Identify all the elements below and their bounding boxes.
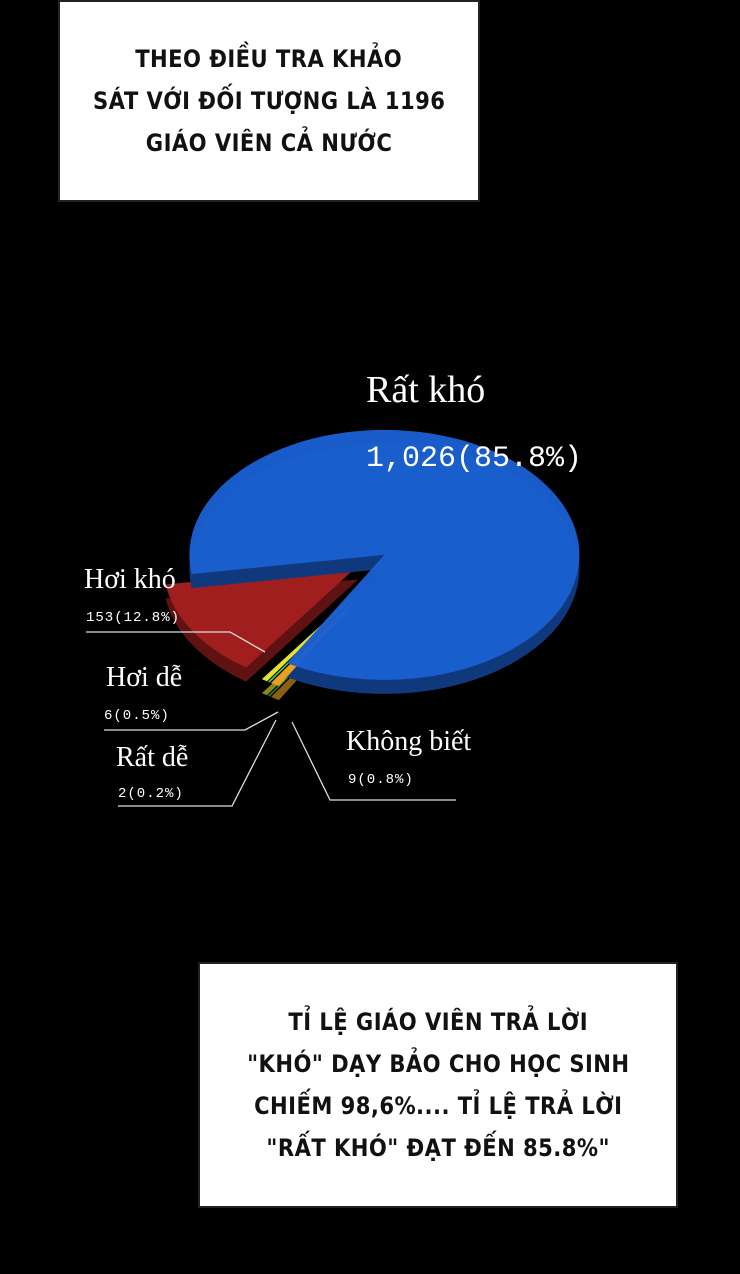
- caption-line: "RẤT KHÓ" ĐẠT ĐẾN 85.8%": [266, 1134, 610, 1162]
- label-rat-kho: Rất khó: [366, 369, 486, 411]
- value-khong-biet: 9(0.8%): [348, 772, 414, 788]
- caption-line: TỈ LỆ GIÁO VIÊN TRẢ LỜI: [288, 1008, 588, 1036]
- label-rat-de: Rất dễ: [116, 742, 189, 773]
- caption-line: SÁT VỚI ĐỐI TƯỢNG LÀ 1196: [92, 87, 446, 115]
- value-rat-de: 2(0.2%): [118, 786, 184, 802]
- label-hoi-kho: Hơi khó: [84, 564, 176, 595]
- pie-slice-1: [189, 429, 580, 694]
- pie-slice-top: [189, 429, 580, 680]
- caption-line: CHIẾM 98,6%.... TỈ LỆ TRẢ LỜI: [253, 1092, 623, 1120]
- bottom-caption-box: TỈ LỆ GIÁO VIÊN TRẢ LỜI "KHÓ" DẠY BẢO CH…: [198, 962, 678, 1208]
- leader-line: [118, 719, 277, 807]
- label-khong-biet: Không biết: [346, 726, 472, 757]
- value-hoi-kho: 153(12.8%): [86, 610, 181, 626]
- value-hoi-de: 6(0.5%): [104, 708, 170, 724]
- caption-line: GIÁO VIÊN CẢ NƯỚC: [145, 129, 393, 157]
- leader-line: [291, 721, 456, 801]
- top-caption-box: THEO ĐIỀU TRA KHẢO SÁT VỚI ĐỐI TƯỢNG LÀ …: [58, 0, 480, 202]
- leader-line: [86, 631, 266, 653]
- label-hoi-de: Hơi dễ: [106, 662, 183, 693]
- pie-slice-2: [165, 565, 359, 682]
- leader-line: [104, 711, 279, 731]
- value-rat-kho: 1,026(85.8%): [366, 442, 583, 476]
- caption-line: "KHÓ" DẠY BẢO CHO HỌC SINH: [246, 1050, 630, 1078]
- caption-line: THEO ĐIỀU TRA KHẢO: [135, 45, 403, 73]
- pie-slice-top: [165, 565, 359, 668]
